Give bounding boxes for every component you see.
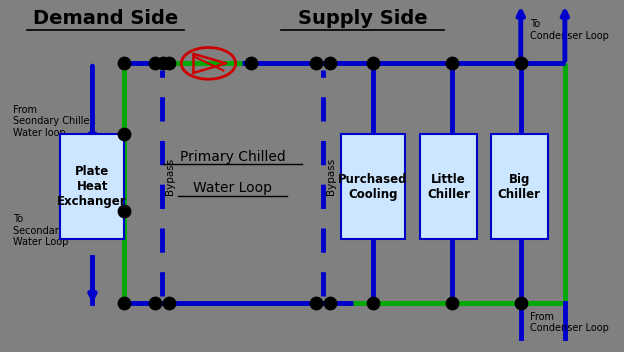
FancyBboxPatch shape <box>490 134 548 239</box>
Point <box>150 300 160 306</box>
Text: To
Secondary Chilled
Water Loop: To Secondary Chilled Water Loop <box>13 214 101 247</box>
Point <box>311 61 321 66</box>
Point <box>119 208 129 214</box>
Text: Plate
Heat
Exchanger: Plate Heat Exchanger <box>57 165 127 208</box>
Point <box>150 61 160 66</box>
Point <box>246 61 256 66</box>
Text: Purchased
Cooling: Purchased Cooling <box>338 172 408 201</box>
Point <box>119 300 129 306</box>
Point <box>447 300 457 306</box>
FancyBboxPatch shape <box>341 134 405 239</box>
Point <box>164 300 174 306</box>
Point <box>447 61 457 66</box>
Text: Little
Chiller: Little Chiller <box>427 172 470 201</box>
FancyBboxPatch shape <box>61 134 124 239</box>
Point <box>158 61 168 66</box>
Text: Primary Chilled: Primary Chilled <box>180 150 285 164</box>
Text: From
Seondary Chilled
Water loop: From Seondary Chilled Water loop <box>13 105 96 138</box>
FancyBboxPatch shape <box>420 134 477 239</box>
Point <box>516 300 526 306</box>
Point <box>326 61 336 66</box>
Point <box>516 61 526 66</box>
Text: Big
Chiller: Big Chiller <box>498 172 541 201</box>
Text: From
Condenser Loop: From Condenser Loop <box>530 312 609 333</box>
Text: Bypass: Bypass <box>326 157 336 195</box>
Text: Water Loop: Water Loop <box>193 181 272 195</box>
Text: Demand Side: Demand Side <box>33 9 178 28</box>
Point <box>368 300 378 306</box>
Text: To
Condenser Loop: To Condenser Loop <box>530 19 609 41</box>
Point <box>164 61 174 66</box>
Point <box>368 61 378 66</box>
Text: Supply Side: Supply Side <box>298 9 427 28</box>
Point <box>119 131 129 137</box>
Text: Bypass: Bypass <box>165 157 175 195</box>
Point <box>311 300 321 306</box>
Point <box>119 61 129 66</box>
Point <box>326 300 336 306</box>
